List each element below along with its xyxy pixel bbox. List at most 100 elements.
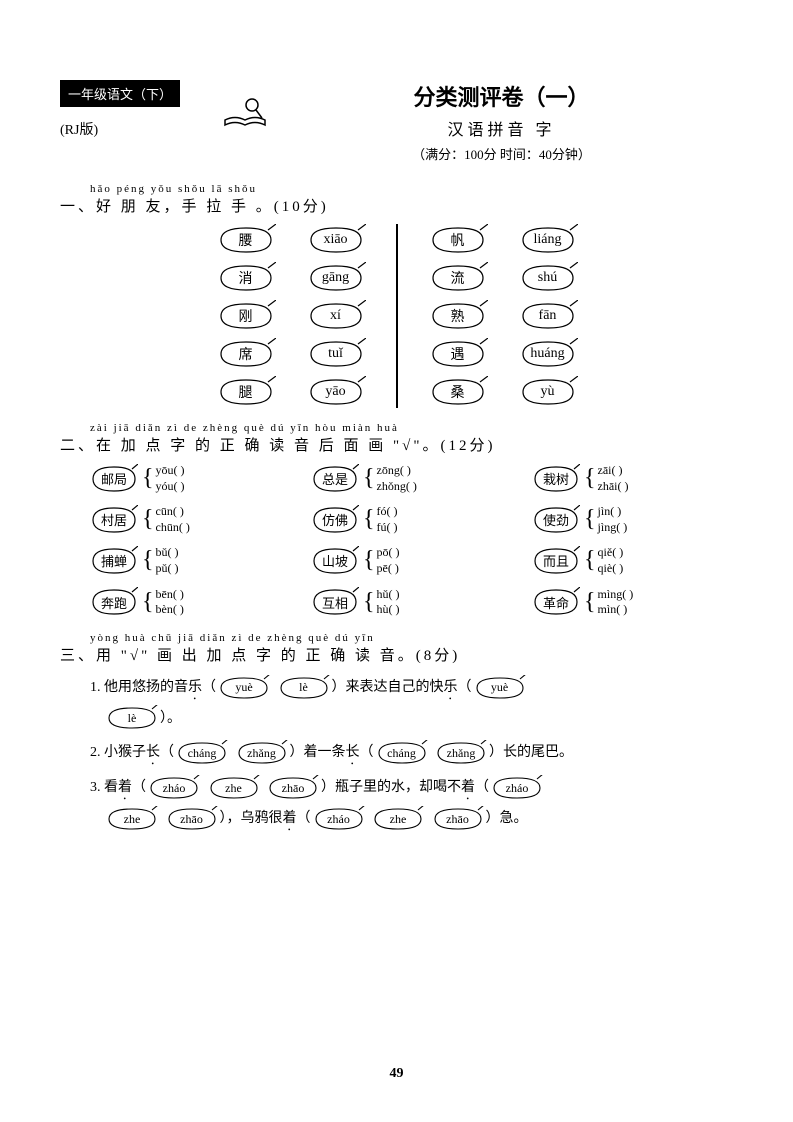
word-leaf: 仿佛	[311, 505, 359, 535]
word-leaf: 总是	[311, 464, 359, 494]
option[interactable]: mìn( )	[598, 602, 634, 618]
version-label: (RJ版)	[60, 119, 200, 139]
q3-t1: 看	[104, 780, 118, 795]
option[interactable]: bǔ( )	[156, 545, 179, 561]
option[interactable]: mìng( )	[598, 587, 634, 603]
leaf-option[interactable]: zhāo	[432, 806, 484, 832]
q2-d2: 长	[346, 745, 360, 760]
option[interactable]: pō( )	[377, 545, 400, 561]
leaf-item[interactable]: 刚	[216, 300, 276, 332]
option[interactable]: pē( )	[377, 561, 400, 577]
q2-item: 奔跑{bēn( )bèn( )	[90, 587, 291, 618]
leaf-option[interactable]: lè	[106, 705, 158, 731]
q2-item: 村居{cūn( )chūn( )	[90, 504, 291, 535]
q3-t4: ）急。	[486, 811, 528, 826]
leaf-option[interactable]: yuè	[218, 675, 270, 701]
leaf-option[interactable]: zhǎng	[435, 740, 487, 766]
s2-pinyin: zài jiā diǎn zì de zhèng què dú yīn hòu …	[90, 422, 733, 434]
option[interactable]: zhǒng( )	[377, 479, 417, 495]
leaf-item[interactable]: 熟	[428, 300, 488, 332]
leaf-item[interactable]: yù	[518, 376, 578, 408]
leaf-item[interactable]: 腰	[216, 224, 276, 256]
s1-pinyin: hǎo péng yǒu shǒu lā shǒu	[90, 183, 733, 195]
option[interactable]: chūn( )	[156, 520, 190, 536]
q3-line-1: 1. 他用悠扬的音乐（yuè lè）来表达自己的快乐（yuè lè）。	[90, 673, 733, 735]
section-3: yòng huà chū jiā diǎn zì de zhèng què dú…	[60, 632, 733, 835]
leaf-option[interactable]: zhe	[208, 775, 260, 801]
leaf-item[interactable]: 桑	[428, 376, 488, 408]
word-leaf: 革命	[532, 587, 580, 617]
option[interactable]: bèn( )	[156, 602, 184, 618]
option[interactable]: yóu( )	[156, 479, 185, 495]
leaf-option[interactable]: zhe	[372, 806, 424, 832]
leaf-item[interactable]: shú	[518, 262, 578, 294]
q3-num: 3.	[90, 780, 101, 795]
option[interactable]: bēn( )	[156, 587, 184, 603]
q3-line-2: 2. 小猴子长（cháng zhǎng）着一条长（cháng zhǎng）长的尾…	[90, 738, 733, 769]
leaf-item[interactable]: 腿	[216, 376, 276, 408]
leaf-option[interactable]: zháo	[148, 775, 200, 801]
q3-d1: 着	[118, 780, 132, 795]
option[interactable]: cūn( )	[156, 504, 190, 520]
leaf-item[interactable]: xiāo	[306, 224, 366, 256]
option[interactable]: hǔ( )	[377, 587, 400, 603]
option[interactable]: fó( )	[377, 504, 398, 520]
leaf-option[interactable]: zhǎng	[236, 740, 288, 766]
leaf-item[interactable]: 席	[216, 338, 276, 370]
leaf-item[interactable]: 消	[216, 262, 276, 294]
leaf-option[interactable]: zháo	[491, 775, 543, 801]
word-leaf: 栽树	[532, 464, 580, 494]
leaf-option[interactable]: cháng	[176, 740, 228, 766]
q1-t3: ）。	[160, 711, 181, 726]
option[interactable]: fú( )	[377, 520, 398, 536]
divider	[396, 224, 398, 408]
leaf-item[interactable]: fān	[518, 300, 578, 332]
leaf-item[interactable]: liáng	[518, 224, 578, 256]
s2-title: 二、在 加 点 字 的 正 确 读 音 后 面 画 "√"。(12分)	[60, 434, 733, 455]
leaf-item[interactable]: yāo	[306, 376, 366, 408]
option[interactable]: yōu( )	[156, 463, 185, 479]
q2-t3: ）长的尾巴。	[489, 745, 573, 760]
leaf-option[interactable]: lè	[278, 675, 330, 701]
leaf-option[interactable]: zháo	[313, 806, 365, 832]
leaf-option[interactable]: yuè	[474, 675, 526, 701]
option[interactable]: qiě( )	[598, 545, 624, 561]
q2-item: 总是{zōng( )zhǒng( )	[311, 463, 512, 494]
leaf-item[interactable]: 流	[428, 262, 488, 294]
word-leaf: 捕蝉	[90, 546, 138, 576]
word-leaf: 奔跑	[90, 587, 138, 617]
option[interactable]: zhāi( )	[598, 479, 629, 495]
option[interactable]: zāi( )	[598, 463, 629, 479]
q1-num: 1.	[90, 680, 101, 695]
leaf-item[interactable]: xí	[306, 300, 366, 332]
option[interactable]: jìn( )	[598, 504, 628, 520]
option[interactable]: hù( )	[377, 602, 400, 618]
leaf-option[interactable]: zhāo	[267, 775, 319, 801]
q1-d2: 乐	[444, 680, 458, 695]
word-leaf: 而且	[532, 546, 580, 576]
leaf-item[interactable]: tuǐ	[306, 338, 366, 370]
section-2: zài jiā diǎn zì de zhèng què dú yīn hòu …	[60, 422, 733, 618]
word-leaf: 山坡	[311, 546, 359, 576]
leaf-item[interactable]: huáng	[518, 338, 578, 370]
q3-t3: ），乌鸦很	[220, 811, 283, 826]
leaf-option[interactable]: zhāo	[166, 806, 218, 832]
page-number: 49	[0, 1066, 793, 1082]
book-icon	[220, 90, 270, 130]
q2-t1: 小猴子	[104, 745, 146, 760]
leaf-item[interactable]: gāng	[306, 262, 366, 294]
s1-grid: 腰消刚席腿 xiāo gāng xí tuǐ yāo 帆流熟遇桑 liáng shú fān…	[60, 224, 733, 408]
leaf-option[interactable]: cháng	[376, 740, 428, 766]
option[interactable]: zōng( )	[377, 463, 417, 479]
leaf-item[interactable]: 遇	[428, 338, 488, 370]
q2-item: 仿佛{fó( )fú( )	[311, 504, 512, 535]
leaf-item[interactable]: 帆	[428, 224, 488, 256]
option[interactable]: jìng( )	[598, 520, 628, 536]
header: 一年级语文（下） (RJ版) 分类测评卷（一） 汉语拼音 字 （满分：100分 …	[60, 80, 733, 163]
s1-title: 一、好 朋 友，手 拉 手 。(10分)	[60, 195, 733, 216]
leaf-option[interactable]: zhe	[106, 806, 158, 832]
option[interactable]: qiè( )	[598, 561, 624, 577]
option[interactable]: pǔ( )	[156, 561, 179, 577]
q1-d1: 乐	[188, 680, 202, 695]
s3-title: 三、用 "√" 画 出 加 点 字 的 正 确 读 音。(8分)	[60, 644, 733, 665]
